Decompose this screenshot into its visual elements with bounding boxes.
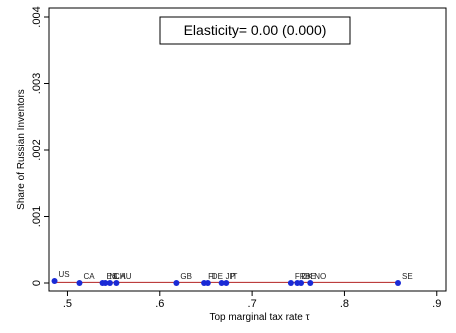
point-label-dk: DK: [301, 272, 313, 281]
x-tick-label: .8: [340, 298, 349, 310]
data-point-jp: [218, 280, 225, 286]
point-label-ch: CH: [114, 272, 126, 281]
data-point-gb: [173, 280, 180, 286]
y-tick-label: .003: [31, 73, 43, 94]
point-label-be: BE: [305, 272, 316, 281]
point-label-fi: FI: [208, 272, 215, 281]
data-point-nl: [102, 280, 109, 286]
data-point-no: [307, 280, 314, 286]
y-tick-label: .002: [31, 139, 43, 160]
point-label-us: US: [59, 270, 70, 279]
y-tick-label: .004: [31, 6, 43, 27]
point-label-nl: NL: [109, 272, 120, 281]
data-point-ca: [76, 280, 83, 286]
point-label-de: DE: [212, 272, 223, 281]
point-label-au: AU: [120, 272, 131, 281]
y-tick-label: 0: [31, 280, 43, 286]
x-tick-label: .5: [63, 298, 72, 310]
point-label-it: IT: [230, 272, 237, 281]
data-point-us: [51, 278, 58, 285]
data-point-be: [298, 280, 305, 286]
point-label-se: SE: [402, 272, 413, 281]
point-label-no: NO: [314, 272, 326, 281]
point-label-gb: GB: [180, 272, 192, 281]
data-point-se: [394, 280, 401, 286]
data-point-fr: [287, 280, 294, 286]
point-label-ca: CA: [83, 272, 95, 281]
y-axis-label: Share of Russian Inventors: [16, 89, 27, 210]
x-tick-label: .9: [432, 298, 441, 310]
data-point-ch: [106, 280, 113, 286]
point-label-es: ES: [107, 272, 118, 281]
x-tick-label: .6: [155, 298, 164, 310]
axes: [48, 7, 447, 292]
x-axis-label: Top marginal tax rate τ: [209, 312, 309, 323]
annotation-group: Elasticity= 0.00 (0.000): [159, 16, 351, 45]
x-tick-label: .7: [248, 298, 257, 310]
y-tick-label: .001: [31, 206, 43, 227]
data-point-au: [113, 280, 120, 286]
data-point-de: [204, 280, 211, 286]
plot-frame: [48, 7, 447, 292]
annotation-box: [159, 16, 351, 45]
point-label-fr: FR: [295, 272, 306, 281]
ticks: .5 .6 .7 .8 .9 0 .001 .002 .003 .004: [31, 6, 441, 310]
data-point-it: [223, 280, 230, 286]
annotation-text: Elasticity= 0.00 (0.000): [184, 22, 327, 38]
point-label-jp: JP: [226, 272, 235, 281]
